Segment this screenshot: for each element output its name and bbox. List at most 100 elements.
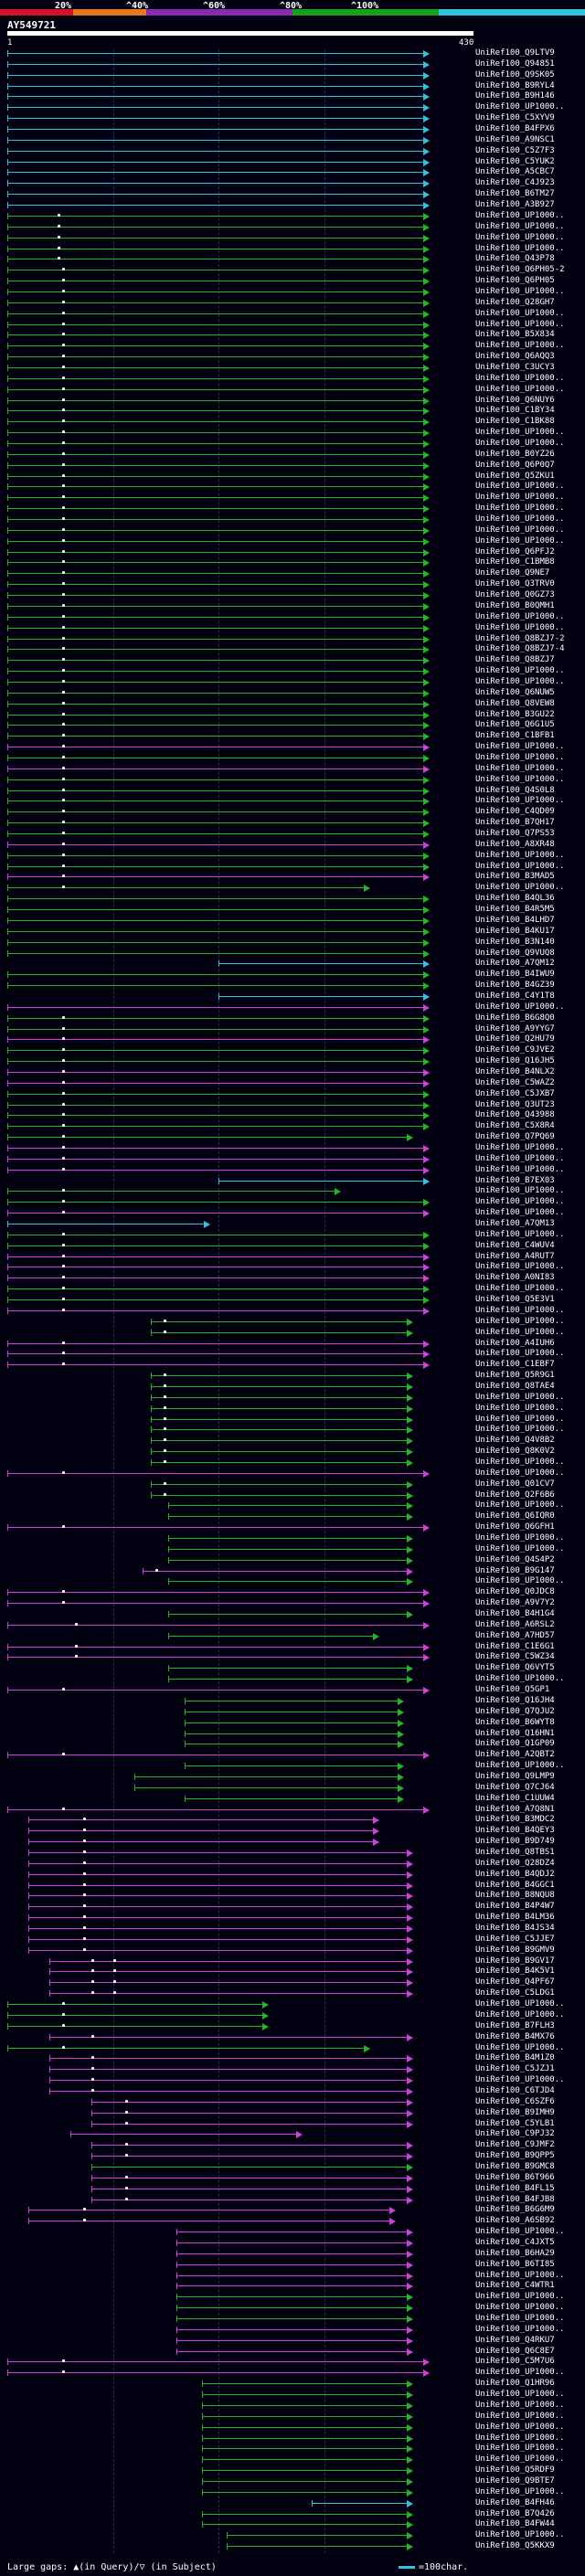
hit-label[interactable]: UniRef100_UP1000.. (475, 1262, 565, 1272)
hit-label[interactable]: UniRef100_Q1GP09 (475, 1739, 555, 1749)
hit-bar[interactable] (167, 1635, 374, 1637)
hit-bar[interactable] (49, 1993, 408, 1995)
hit-bar[interactable] (7, 1050, 424, 1052)
hit-label[interactable]: UniRef100_Q1HR96 (475, 2379, 555, 2389)
hit-bar[interactable] (7, 366, 424, 368)
hit-label[interactable]: UniRef100_Q9SK05 (475, 69, 555, 80)
hit-bar[interactable] (7, 85, 424, 87)
hit-label[interactable]: UniRef100_Q4V8B2 (475, 1436, 555, 1446)
hit-label[interactable]: UniRef100_B0QMH1 (475, 600, 555, 610)
hit-label[interactable]: UniRef100_UP1000.. (475, 535, 565, 546)
hit-label[interactable]: UniRef100_UP1000.. (475, 1533, 565, 1543)
hit-bar[interactable] (7, 377, 424, 379)
hit-label[interactable]: UniRef100_UP1000.. (475, 1208, 565, 1218)
hit-label[interactable]: UniRef100_UP1000.. (475, 1392, 565, 1402)
hit-label[interactable]: UniRef100_UP1000.. (475, 514, 565, 525)
hit-bar[interactable] (7, 519, 424, 521)
hit-bar[interactable] (28, 1830, 374, 1832)
hit-label[interactable]: UniRef100_B9IMH9 (475, 2107, 555, 2117)
hit-label[interactable]: UniRef100_UP1000.. (475, 2390, 565, 2400)
hit-bar[interactable] (7, 2361, 424, 2363)
hit-label[interactable]: UniRef100_UP1000.. (475, 1414, 565, 1424)
hit-label[interactable]: UniRef100_C6SZF6 (475, 2096, 555, 2106)
hit-label[interactable]: UniRef100_C4QD09 (475, 807, 555, 817)
hit-label[interactable]: UniRef100_UP1000.. (475, 2009, 565, 2019)
hit-label[interactable]: UniRef100_B5X834 (475, 330, 555, 340)
hit-bar[interactable] (7, 183, 424, 185)
hit-label[interactable]: UniRef100_UP1000.. (475, 796, 565, 806)
hit-bar[interactable] (28, 1884, 408, 1886)
hit-bar[interactable] (218, 963, 424, 965)
hit-label[interactable]: UniRef100_B4FJB8 (475, 2194, 555, 2204)
hit-bar[interactable] (151, 1407, 408, 1409)
hit-label[interactable]: UniRef100_B9RYL4 (475, 80, 555, 90)
hit-bar[interactable] (7, 2025, 264, 2027)
hit-bar[interactable] (7, 627, 424, 629)
hit-label[interactable]: UniRef100_UP1000.. (475, 2075, 565, 2085)
hit-bar[interactable] (7, 1126, 424, 1128)
hit-label[interactable]: UniRef100_A9V7Y2 (475, 1598, 555, 1608)
hit-bar[interactable] (7, 1808, 424, 1810)
hit-bar[interactable] (201, 2448, 408, 2450)
hit-bar[interactable] (7, 692, 424, 694)
hit-bar[interactable] (176, 2285, 408, 2287)
hit-bar[interactable] (28, 1938, 408, 1940)
hit-bar[interactable] (28, 1906, 408, 1908)
hit-bar[interactable] (7, 985, 424, 987)
hit-bar[interactable] (7, 681, 424, 683)
hit-bar[interactable] (7, 323, 424, 325)
hit-label[interactable]: UniRef100_UP1000.. (475, 1457, 565, 1467)
hit-label[interactable]: UniRef100_UP1000.. (475, 1349, 565, 1359)
hit-label[interactable]: UniRef100_B9GMV9 (475, 1945, 555, 1955)
hit-label[interactable]: UniRef100_B9G147 (475, 1565, 555, 1575)
hit-label[interactable]: UniRef100_UP1000.. (475, 1403, 565, 1413)
hit-label[interactable]: UniRef100_B4GZ39 (475, 981, 555, 991)
hit-label[interactable]: UniRef100_UP1000.. (475, 2314, 565, 2324)
hit-label[interactable]: UniRef100_C4WUV4 (475, 1240, 555, 1250)
hit-label[interactable]: UniRef100_UP1000.. (475, 2303, 565, 2313)
hit-label[interactable]: UniRef100_UP1000.. (475, 308, 565, 318)
hit-label[interactable]: UniRef100_Q94851 (475, 58, 555, 69)
hit-bar[interactable] (7, 941, 424, 943)
hit-bar[interactable] (151, 1440, 408, 1442)
hit-label[interactable]: UniRef100_UP1000.. (475, 676, 565, 686)
hit-bar[interactable] (7, 2047, 366, 2049)
hit-bar[interactable] (167, 1559, 408, 1561)
hit-bar[interactable] (49, 2069, 408, 2071)
hit-bar[interactable] (49, 1960, 408, 1962)
hit-label[interactable]: UniRef100_UP1000.. (475, 1761, 565, 1771)
hit-label[interactable]: UniRef100_Q7QJU2 (475, 1706, 555, 1716)
hit-bar[interactable] (7, 302, 424, 303)
hit-bar[interactable] (185, 1765, 399, 1767)
hit-bar[interactable] (7, 1039, 424, 1041)
hit-bar[interactable] (91, 2112, 408, 2114)
hit-bar[interactable] (7, 205, 424, 207)
hit-label[interactable]: UniRef100_A2QBT2 (475, 1750, 555, 1760)
hit-label[interactable]: UniRef100_Q5E3V1 (475, 1295, 555, 1305)
hit-bar[interactable] (7, 194, 424, 196)
hit-label[interactable]: UniRef100_C1E6G1 (475, 1641, 555, 1651)
hit-label[interactable]: UniRef100_B4QL36 (475, 894, 555, 904)
hit-bar[interactable] (167, 1614, 408, 1616)
hit-label[interactable]: UniRef100_Q4PF67 (475, 1977, 555, 1988)
hit-label[interactable]: UniRef100_UP1000.. (475, 2270, 565, 2280)
hit-bar[interactable] (7, 876, 424, 878)
hit-label[interactable]: UniRef100_Q9LMP9 (475, 1771, 555, 1781)
hit-label[interactable]: UniRef100_UP1000.. (475, 2324, 565, 2334)
hit-bar[interactable] (7, 1213, 424, 1214)
hit-bar[interactable] (7, 898, 424, 900)
hit-label[interactable]: UniRef100_Q28GH7 (475, 297, 555, 307)
hit-label[interactable]: UniRef100_UP1000.. (475, 1674, 565, 1684)
hit-label[interactable]: UniRef100_B9GV17 (475, 1956, 555, 1966)
hit-bar[interactable] (151, 1375, 408, 1377)
hit-bar[interactable] (7, 1527, 424, 1529)
hit-label[interactable]: UniRef100_C4Y1T8 (475, 991, 555, 1001)
hit-label[interactable]: UniRef100_UP1000.. (475, 850, 565, 860)
hit-bar[interactable] (176, 2318, 408, 2320)
hit-label[interactable]: UniRef100_UP1000.. (475, 1284, 565, 1294)
hit-bar[interactable] (201, 2415, 408, 2417)
hit-label[interactable]: UniRef100_C5YLB1 (475, 2118, 555, 2128)
hit-label[interactable]: UniRef100_UP1000.. (475, 2042, 565, 2052)
hit-bar[interactable] (7, 443, 424, 444)
hit-label[interactable]: UniRef100_UP1000.. (475, 286, 565, 296)
